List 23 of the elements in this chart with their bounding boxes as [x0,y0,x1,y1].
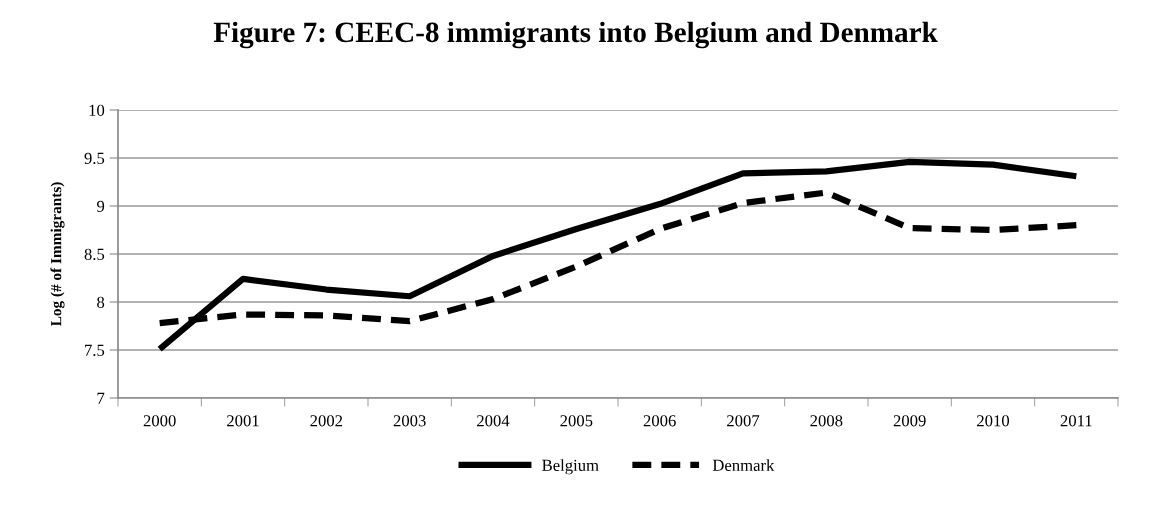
y-axis-title: Log (# of Immigrants) [50,182,65,327]
chart-title: Figure 7: CEEC-8 immigrants into Belgium and Denmark [213,21,938,49]
x-tick-label: 2002 [310,415,343,427]
y-tick-label: 8.5 [84,248,105,261]
x-tick-label: 2003 [393,415,426,427]
x-tick-label: 2009 [893,415,926,427]
x-tick-label: 2001 [227,415,259,427]
y-tick-label: 9 [97,200,105,212]
x-tick-label: 2004 [477,415,510,427]
x-tick-label: 2011 [1060,415,1092,427]
y-tick-label: 7.5 [85,344,105,357]
legend-label: Belgium [542,459,599,475]
x-tick-label: 2006 [643,415,676,427]
y-tick-label: 9.5 [84,152,105,165]
x-tick-label: 2008 [810,415,843,427]
x-tick-label: 2005 [560,415,593,427]
y-tick-label: 8 [97,296,105,308]
y-tick-label: 7 [97,392,105,404]
x-tick-label: 2000 [143,415,176,427]
x-tick-label: 2010 [977,415,1010,427]
legend-label: Denmark [712,459,775,471]
x-tick-label: 2007 [727,415,760,427]
y-tick-label: 10 [89,104,105,116]
